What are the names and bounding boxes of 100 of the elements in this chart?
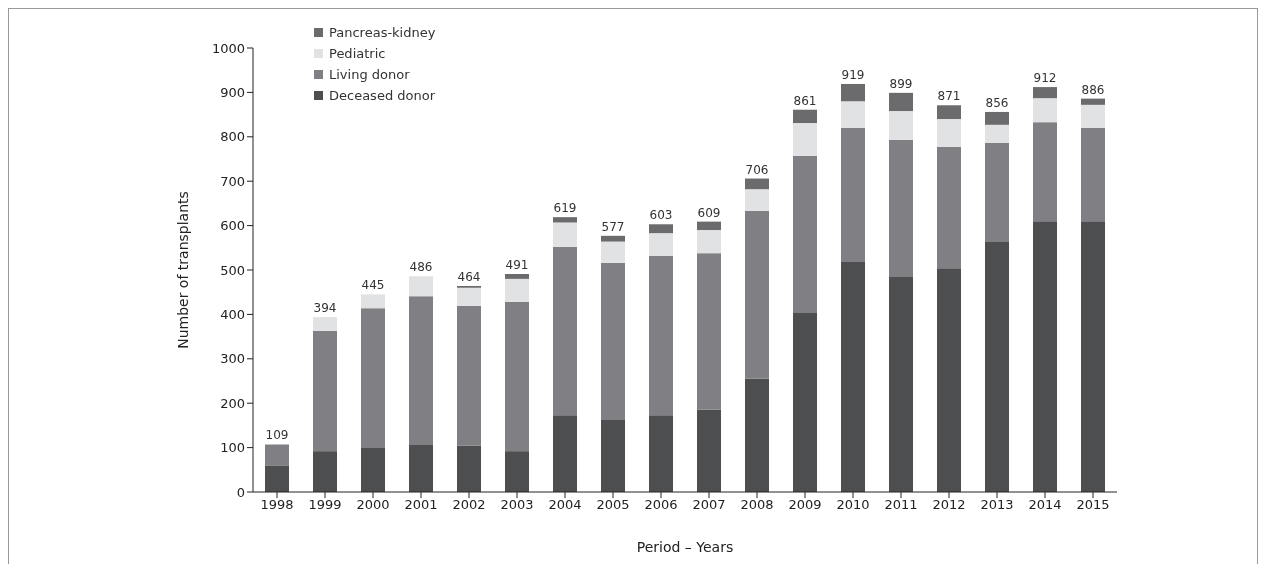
y-tick-label: 400 (220, 307, 245, 323)
total-label: 603 (649, 208, 673, 223)
bar (745, 189, 769, 211)
bar (361, 294, 385, 309)
bar (505, 274, 529, 279)
bar (745, 378, 769, 492)
bar (1081, 221, 1105, 492)
total-label: 491 (505, 258, 529, 272)
x-tick-label: 2009 (788, 497, 822, 513)
x-tick-label: 2003 (500, 497, 534, 513)
x-tick-label: 2010 (836, 497, 870, 513)
bar (697, 409, 721, 492)
bar (1033, 122, 1057, 222)
bar (889, 139, 913, 278)
bar (745, 178, 769, 190)
legend-label: Pancreas-kidney (329, 25, 436, 40)
y-tick-label: 100 (220, 440, 245, 456)
y-axis-title: Number of transplants (174, 191, 191, 349)
bar (793, 109, 817, 124)
total-label: 899 (889, 76, 913, 91)
bar (1081, 104, 1105, 128)
bar (697, 253, 721, 410)
bar (889, 111, 913, 140)
bar (649, 224, 673, 234)
x-tick-label: 2008 (740, 497, 774, 513)
y-tick-label: 800 (220, 129, 245, 145)
bar (265, 465, 289, 492)
legend-label: Deceased donor (329, 88, 436, 103)
x-tick-label: 2000 (356, 497, 390, 513)
y-tick-label: 200 (220, 395, 245, 411)
bar (889, 277, 913, 492)
x-tick-label: 2006 (644, 497, 678, 513)
bar (505, 301, 529, 452)
y-tick-label: 300 (220, 351, 245, 367)
bar (649, 255, 673, 416)
bar (601, 241, 625, 263)
bar (313, 451, 337, 492)
bar (985, 111, 1009, 125)
x-tick-label: 2013 (980, 497, 1014, 513)
bar (841, 101, 865, 128)
bar (601, 235, 625, 242)
x-tick-label: 2001 (404, 497, 438, 513)
x-axis-title: Period – Years (636, 539, 734, 555)
bar (937, 268, 961, 492)
bar (649, 233, 673, 256)
legend-label: Living donor (329, 67, 410, 82)
total-label: 394 (313, 301, 337, 316)
total-label: 609 (697, 205, 721, 220)
bar (985, 124, 1009, 144)
bar (889, 92, 913, 112)
total-label: 464 (457, 269, 481, 284)
total-label: 577 (601, 219, 625, 234)
bar (697, 221, 721, 231)
bar (409, 276, 433, 297)
bar (841, 83, 865, 102)
x-tick-label: 2004 (548, 497, 582, 513)
y-tick-label: 0 (236, 484, 245, 500)
total-label: 706 (745, 162, 769, 177)
bar (361, 308, 385, 449)
total-label: 871 (937, 89, 961, 104)
bar (1033, 98, 1057, 123)
y-tick-label: 700 (220, 173, 245, 189)
bar (313, 330, 337, 452)
bar (601, 420, 625, 492)
total-label: 445 (361, 278, 385, 293)
bar (937, 105, 961, 120)
bar (1081, 127, 1105, 222)
x-tick-label: 2007 (692, 497, 726, 513)
bar (985, 242, 1009, 492)
total-label: 919 (841, 67, 865, 82)
bar (841, 127, 865, 263)
total-label: 619 (553, 201, 577, 216)
x-tick-label: 2014 (1028, 497, 1062, 513)
x-tick-label: 2015 (1076, 497, 1110, 513)
bar (937, 119, 961, 148)
x-tick-label: 2005 (596, 497, 630, 513)
x-tick-label: 2011 (884, 497, 918, 513)
total-label: 912 (1033, 71, 1057, 86)
total-label: 856 (985, 95, 1009, 110)
bar (265, 444, 289, 466)
bar (313, 317, 337, 331)
y-tick-label: 600 (220, 218, 245, 234)
bar (553, 222, 577, 247)
bar (505, 278, 529, 302)
total-label: 109 (265, 428, 289, 443)
total-label: 886 (1081, 82, 1105, 97)
x-tick-label: 2012 (932, 497, 966, 513)
y-tick-label: 1000 (211, 40, 245, 56)
bar (409, 444, 433, 492)
total-label: 486 (409, 260, 433, 275)
x-tick-label: 1998 (260, 497, 294, 513)
legend-label: Pediatric (329, 46, 386, 61)
y-tick-label: 900 (220, 85, 245, 101)
x-tick-label: 2002 (452, 497, 486, 513)
y-tick-label: 500 (220, 262, 245, 278)
bar (409, 296, 433, 445)
bar (553, 246, 577, 416)
bar (1081, 98, 1105, 105)
bar (1033, 221, 1057, 492)
bar (841, 262, 865, 492)
